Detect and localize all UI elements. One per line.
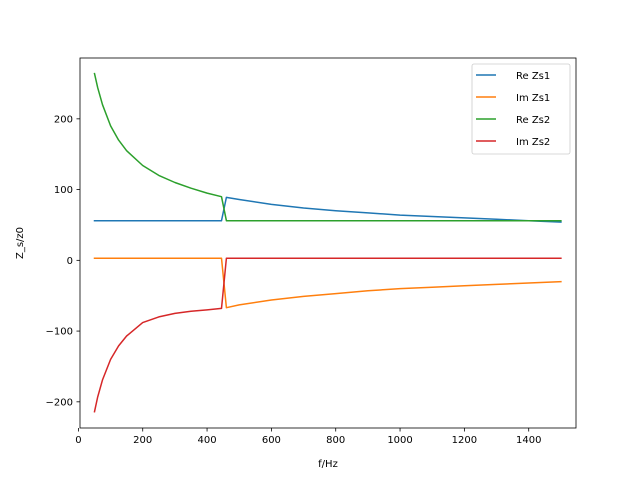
y-tick-label: −200: [46, 397, 73, 408]
series-line-re-zs2: [93, 72, 562, 222]
y-tick-label: 200: [54, 114, 73, 125]
legend-label: Re Zs1: [516, 71, 550, 82]
x-tick-label: 200: [133, 435, 152, 446]
series-line-im-zs1: [93, 257, 562, 309]
x-tick-label: 0: [75, 435, 81, 446]
legend: Re Zs1 Im Zs1 Re Zs2 Im Zs2: [471, 63, 571, 155]
y-axis-label: Z_s/z0: [15, 227, 26, 259]
y-tick-label: 0: [67, 256, 73, 267]
legend-label: Im Zs1: [516, 93, 550, 104]
y-tick-label: −100: [46, 327, 73, 338]
ticks-layer: 0 200 400 600 800 1000 1200 1400 −200 −100 0 100 200: [46, 114, 542, 446]
x-tick-label: 600: [262, 435, 281, 446]
legend-items: Re Zs1 Im Zs1 Re Zs2 Im Zs2: [476, 71, 550, 148]
x-axis-label: f/Hz: [318, 459, 338, 470]
plot-frame: [79, 57, 577, 429]
x-tick-label: 1000: [387, 435, 412, 446]
x-tick-label: 1400: [516, 435, 541, 446]
legend-frame: [471, 63, 571, 155]
x-tick-label: 1200: [452, 435, 477, 446]
series-layer: [93, 72, 562, 413]
legend-label: Im Zs2: [516, 137, 550, 148]
series-line-im-zs2: [93, 257, 562, 413]
x-tick-label: 400: [198, 435, 217, 446]
series-line-re-zs1: [93, 196, 562, 223]
y-tick-label: 100: [54, 185, 73, 196]
legend-label: Re Zs2: [516, 115, 550, 126]
x-tick-label: 800: [326, 435, 345, 446]
